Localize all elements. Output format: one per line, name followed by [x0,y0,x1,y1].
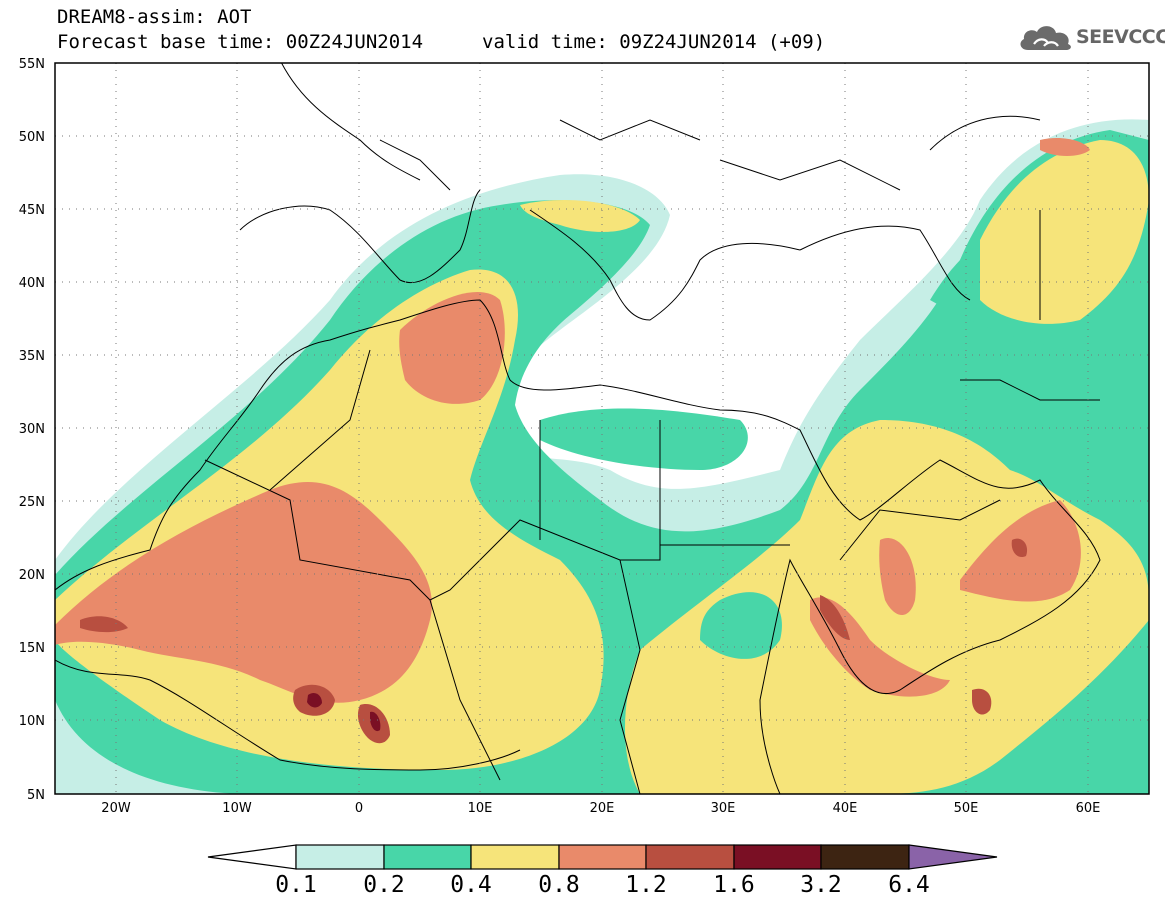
lat-label: 5N [27,788,45,803]
lon-label: 10W [222,801,252,816]
cloud-icon [1020,26,1071,50]
lon-label: 0 [355,801,363,816]
lon-label: 20E [590,801,615,816]
colorbar-segment [645,844,735,870]
colorbar [207,844,998,870]
lat-label: 50N [19,130,45,145]
colorbar-label: 0.8 [538,872,580,898]
longitude-labels: 20W 10W 0 10E 20E 30E 40E 50E 60E [101,801,1100,816]
colorbar-segment [295,844,385,870]
coastlines [55,63,1101,794]
colorbar-label: 0.2 [363,872,405,898]
colorbar-label: 0.1 [275,872,317,898]
valid-time-text: valid time: 09Z24JUN2014 (+09) [482,31,826,53]
map-title: DREAM8-assim: AOT [57,6,252,28]
lon-label: 20W [101,801,131,816]
lon-label: 10E [468,801,493,816]
colorbar-segment [383,844,472,870]
lon-label: 50E [954,801,979,816]
colorbar-segment [733,844,822,870]
aot-field [55,119,1149,794]
colorbar-segment [470,844,560,870]
aot-level-0-8 [55,138,1090,703]
lat-label: 45N [19,203,45,218]
lat-label: 10N [19,714,45,729]
latitude-labels: 55N 50N 45N 40N 35N 30N 25N 20N 15N 10N … [19,57,45,803]
colorbar-label: 0.4 [450,872,492,898]
lat-label: 55N [19,57,45,72]
lat-label: 35N [19,349,45,364]
colorbar-segment [558,844,647,870]
lon-label: 40E [833,801,858,816]
colorbar-label: 3.2 [800,872,842,898]
lon-label: 30E [711,801,736,816]
gridlines [55,63,1149,794]
lat-label: 40N [19,276,45,291]
colorbar-segment [820,844,910,870]
lat-label: 25N [19,495,45,510]
map-frame [54,62,1150,795]
colorbar-low-arrow [207,844,297,870]
aot-level-1-6 [307,692,381,732]
colorbar-label: 1.6 [713,872,755,898]
lat-label: 15N [19,641,45,656]
colorbar-high-arrow [908,844,998,870]
lat-label: 30N [19,422,45,437]
lat-label: 20N [19,568,45,583]
colorbar-label: 1.2 [625,872,667,898]
colorbar-label: 6.4 [888,872,930,898]
forecast-base-time: Forecast base time: 00Z24JUN2014 valid ti… [57,31,825,53]
base-time-text: Forecast base time: 00Z24JUN2014 [57,31,424,53]
lon-label: 60E [1076,801,1101,816]
logo-text: SEEVCCC [1076,26,1165,48]
